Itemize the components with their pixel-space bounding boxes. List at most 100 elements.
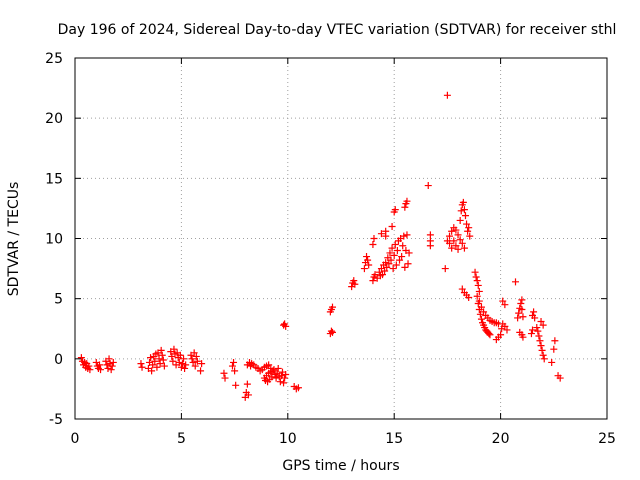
data-point [460,244,468,252]
axis-ticks [74,57,608,420]
data-point [472,273,480,281]
data-point [160,362,168,370]
data-point [148,367,156,375]
data-point [191,362,199,370]
data-point [452,242,460,250]
data-point [232,381,240,389]
data-point [391,241,399,249]
data-point [548,358,556,366]
data-point [198,360,206,368]
data-point [446,239,454,247]
data-point [107,366,115,374]
data-point [388,244,396,252]
data-point [551,337,559,345]
data-point [499,297,507,305]
data-point [458,285,466,293]
data-point [188,355,196,363]
data-point [377,230,385,238]
data-point [181,364,189,372]
data-point [501,322,509,330]
x-axis-label: GPS time / hours [282,458,399,474]
data-point [448,227,456,235]
data-point [456,236,464,244]
data-point [441,265,449,273]
data-point [243,380,251,388]
data-point [86,366,94,374]
data-point [385,260,393,268]
data-point [137,360,145,368]
data-point [104,364,112,372]
data-point [230,358,238,366]
x-tick-label: 5 [177,431,186,447]
data-point [244,391,252,399]
data-point [328,328,336,336]
data-point [401,203,409,211]
data-point [477,315,485,323]
data-point [378,271,386,279]
data-point [281,374,289,382]
data-point [400,232,408,240]
chart-title: Day 196 of 2024, Sidereal Day-to-day VTE… [58,22,617,38]
data-point [399,242,407,250]
x-tick-label: 25 [598,431,616,447]
data-point [280,379,288,387]
data-point [539,351,547,359]
data-point [460,206,468,214]
data-point [276,378,284,386]
data-point [517,299,525,307]
data-point [197,367,205,375]
data-point [388,222,396,230]
axis-tick-labels: 0 5 10 15 20 25 -5 0 5 10 15 20 25 [45,51,616,447]
data-point [370,235,378,242]
data-point [473,292,481,300]
data-point [540,355,548,363]
data-point [511,278,519,286]
data-point [95,361,103,369]
data-point [531,314,539,322]
data-point [550,345,558,353]
data-point [228,362,236,370]
data-point [158,351,166,359]
data-point [477,303,485,311]
data-point [369,241,377,249]
y-tick-label: -5 [49,412,63,428]
data-point [515,309,523,317]
data-point [270,366,278,374]
data-point [497,331,505,339]
data-point [475,287,483,295]
data-point [459,198,467,206]
data-point [518,296,526,304]
data-point [533,324,541,332]
data-point [466,232,474,240]
data-point [153,363,161,371]
data-point [383,263,391,271]
data-point [182,361,190,369]
data-point [156,360,164,368]
data-point [536,337,544,345]
x-tick-label: 15 [385,431,403,447]
data-point [461,212,469,220]
data-point [193,357,201,365]
data-point [175,358,183,366]
x-tick-label: 10 [279,431,297,447]
data-point [176,351,184,359]
data-point [403,197,411,205]
data-point [556,374,564,382]
data-point [364,256,372,264]
data-point [294,384,302,392]
data-point [221,374,229,382]
data-point [391,206,399,214]
data-point [386,249,394,257]
data-point [157,346,165,354]
data-point [151,357,159,365]
data-point [471,268,479,276]
data-point [272,374,280,382]
data-point [108,362,116,370]
data-point [539,321,547,329]
data-point [485,330,493,338]
data-point [360,265,368,273]
y-tick-label: 25 [45,51,63,67]
data-point [190,349,198,357]
x-tick-label: 0 [71,431,80,447]
data-point [327,327,335,335]
